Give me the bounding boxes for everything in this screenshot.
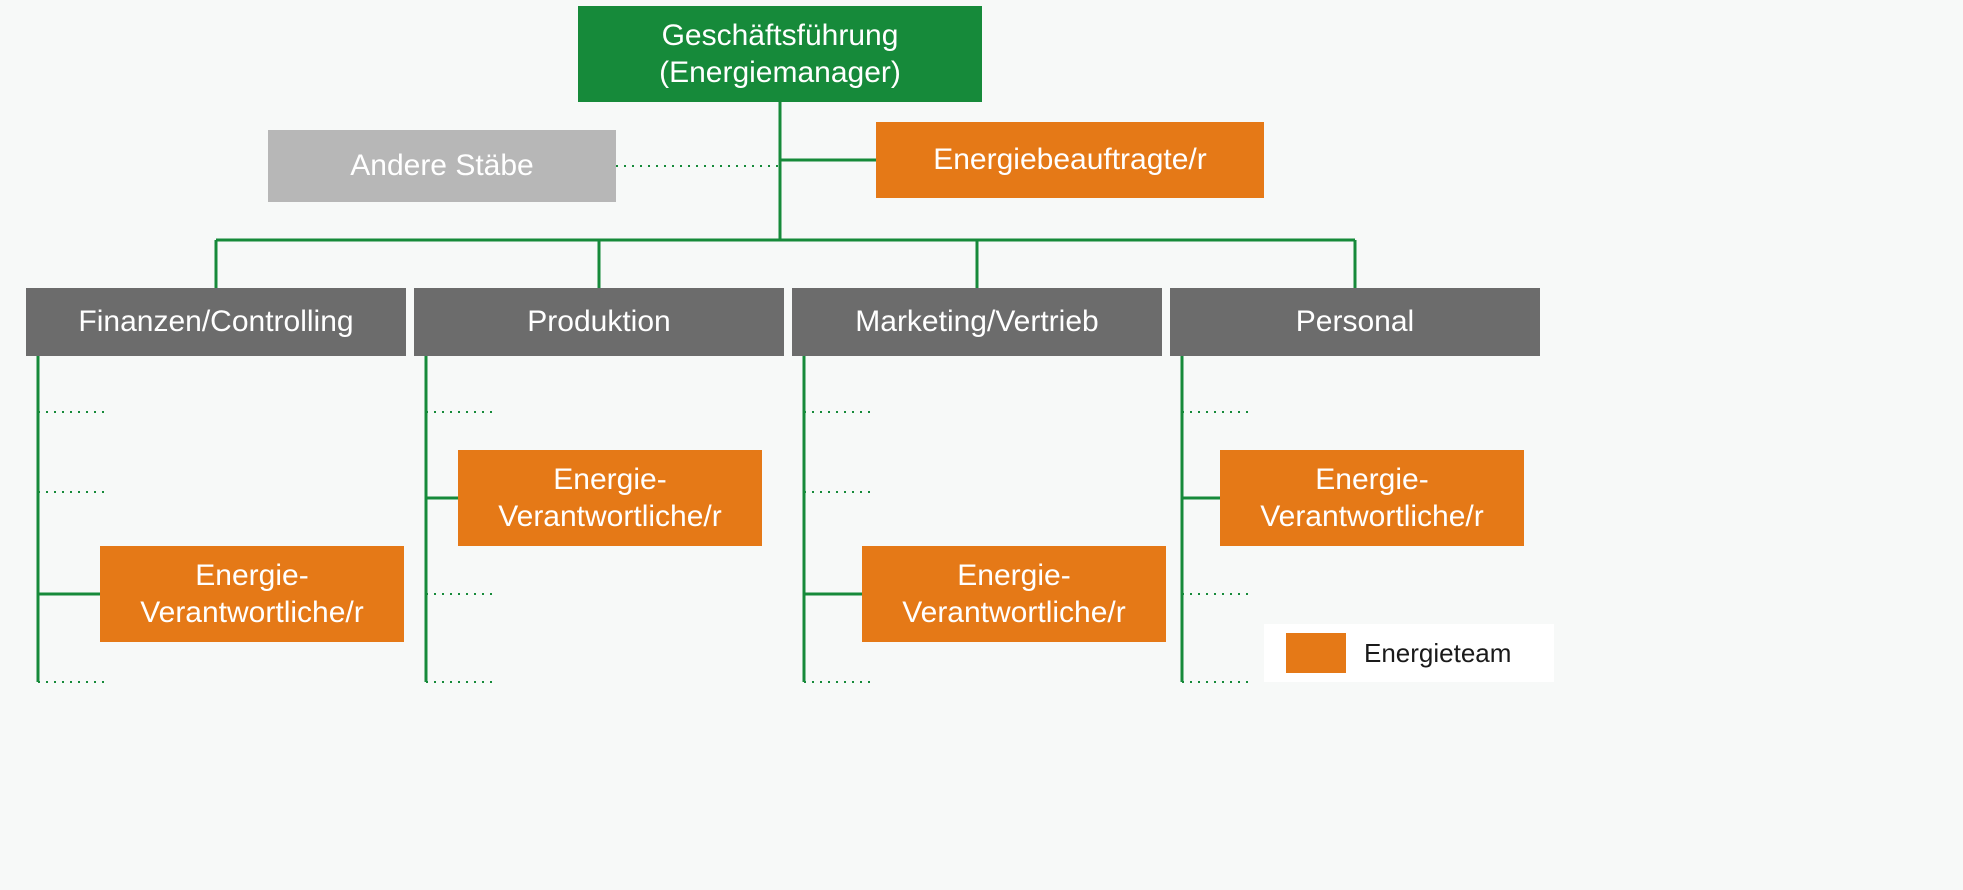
node-dept-produktion: Produktion [414,288,784,356]
resp1-line1: Energie- [195,559,308,592]
dept3-label: Marketing/Vertrieb [855,303,1098,341]
node-energie-verantwortlicher-3: Energie- Verantwortliche/r [862,546,1166,642]
node-dept-personal: Personal [1170,288,1540,356]
legend-label: Energieteam [1364,638,1511,669]
resp2-line1: Energie- [553,463,666,496]
node-energie-verantwortlicher-4: Energie- Verantwortliche/r [1220,450,1524,546]
resp4-line2: Verantwortliche/r [1260,500,1483,533]
dept2-label: Produktion [527,303,670,341]
node-andere-staebe: Andere Stäbe [268,130,616,202]
node-geschaeftsfuehrung: Geschäftsführung (Energiemanager) [578,6,982,102]
resp3-line2: Verantwortliche/r [902,596,1125,629]
node-energie-verantwortlicher-1: Energie- Verantwortliche/r [100,546,404,642]
root-line1: Geschäftsführung [662,19,899,52]
beauftragter-label: Energiebeauftragte/r [933,141,1207,179]
dept1-label: Finanzen/Controlling [78,303,353,341]
legend-energieteam: Energieteam [1264,624,1554,682]
node-energie-verantwortlicher-2: Energie- Verantwortliche/r [458,450,762,546]
root-line2: (Energiemanager) [659,56,901,89]
staebe-label: Andere Stäbe [350,147,533,185]
resp2-line2: Verantwortliche/r [498,500,721,533]
legend-swatch [1286,633,1346,673]
resp3-line1: Energie- [957,559,1070,592]
resp1-line2: Verantwortliche/r [140,596,363,629]
dept4-label: Personal [1296,303,1414,341]
node-energiebeauftragter: Energiebeauftragte/r [876,122,1264,198]
node-dept-finanzen: Finanzen/Controlling [26,288,406,356]
resp4-line1: Energie- [1315,463,1428,496]
node-dept-marketing: Marketing/Vertrieb [792,288,1162,356]
